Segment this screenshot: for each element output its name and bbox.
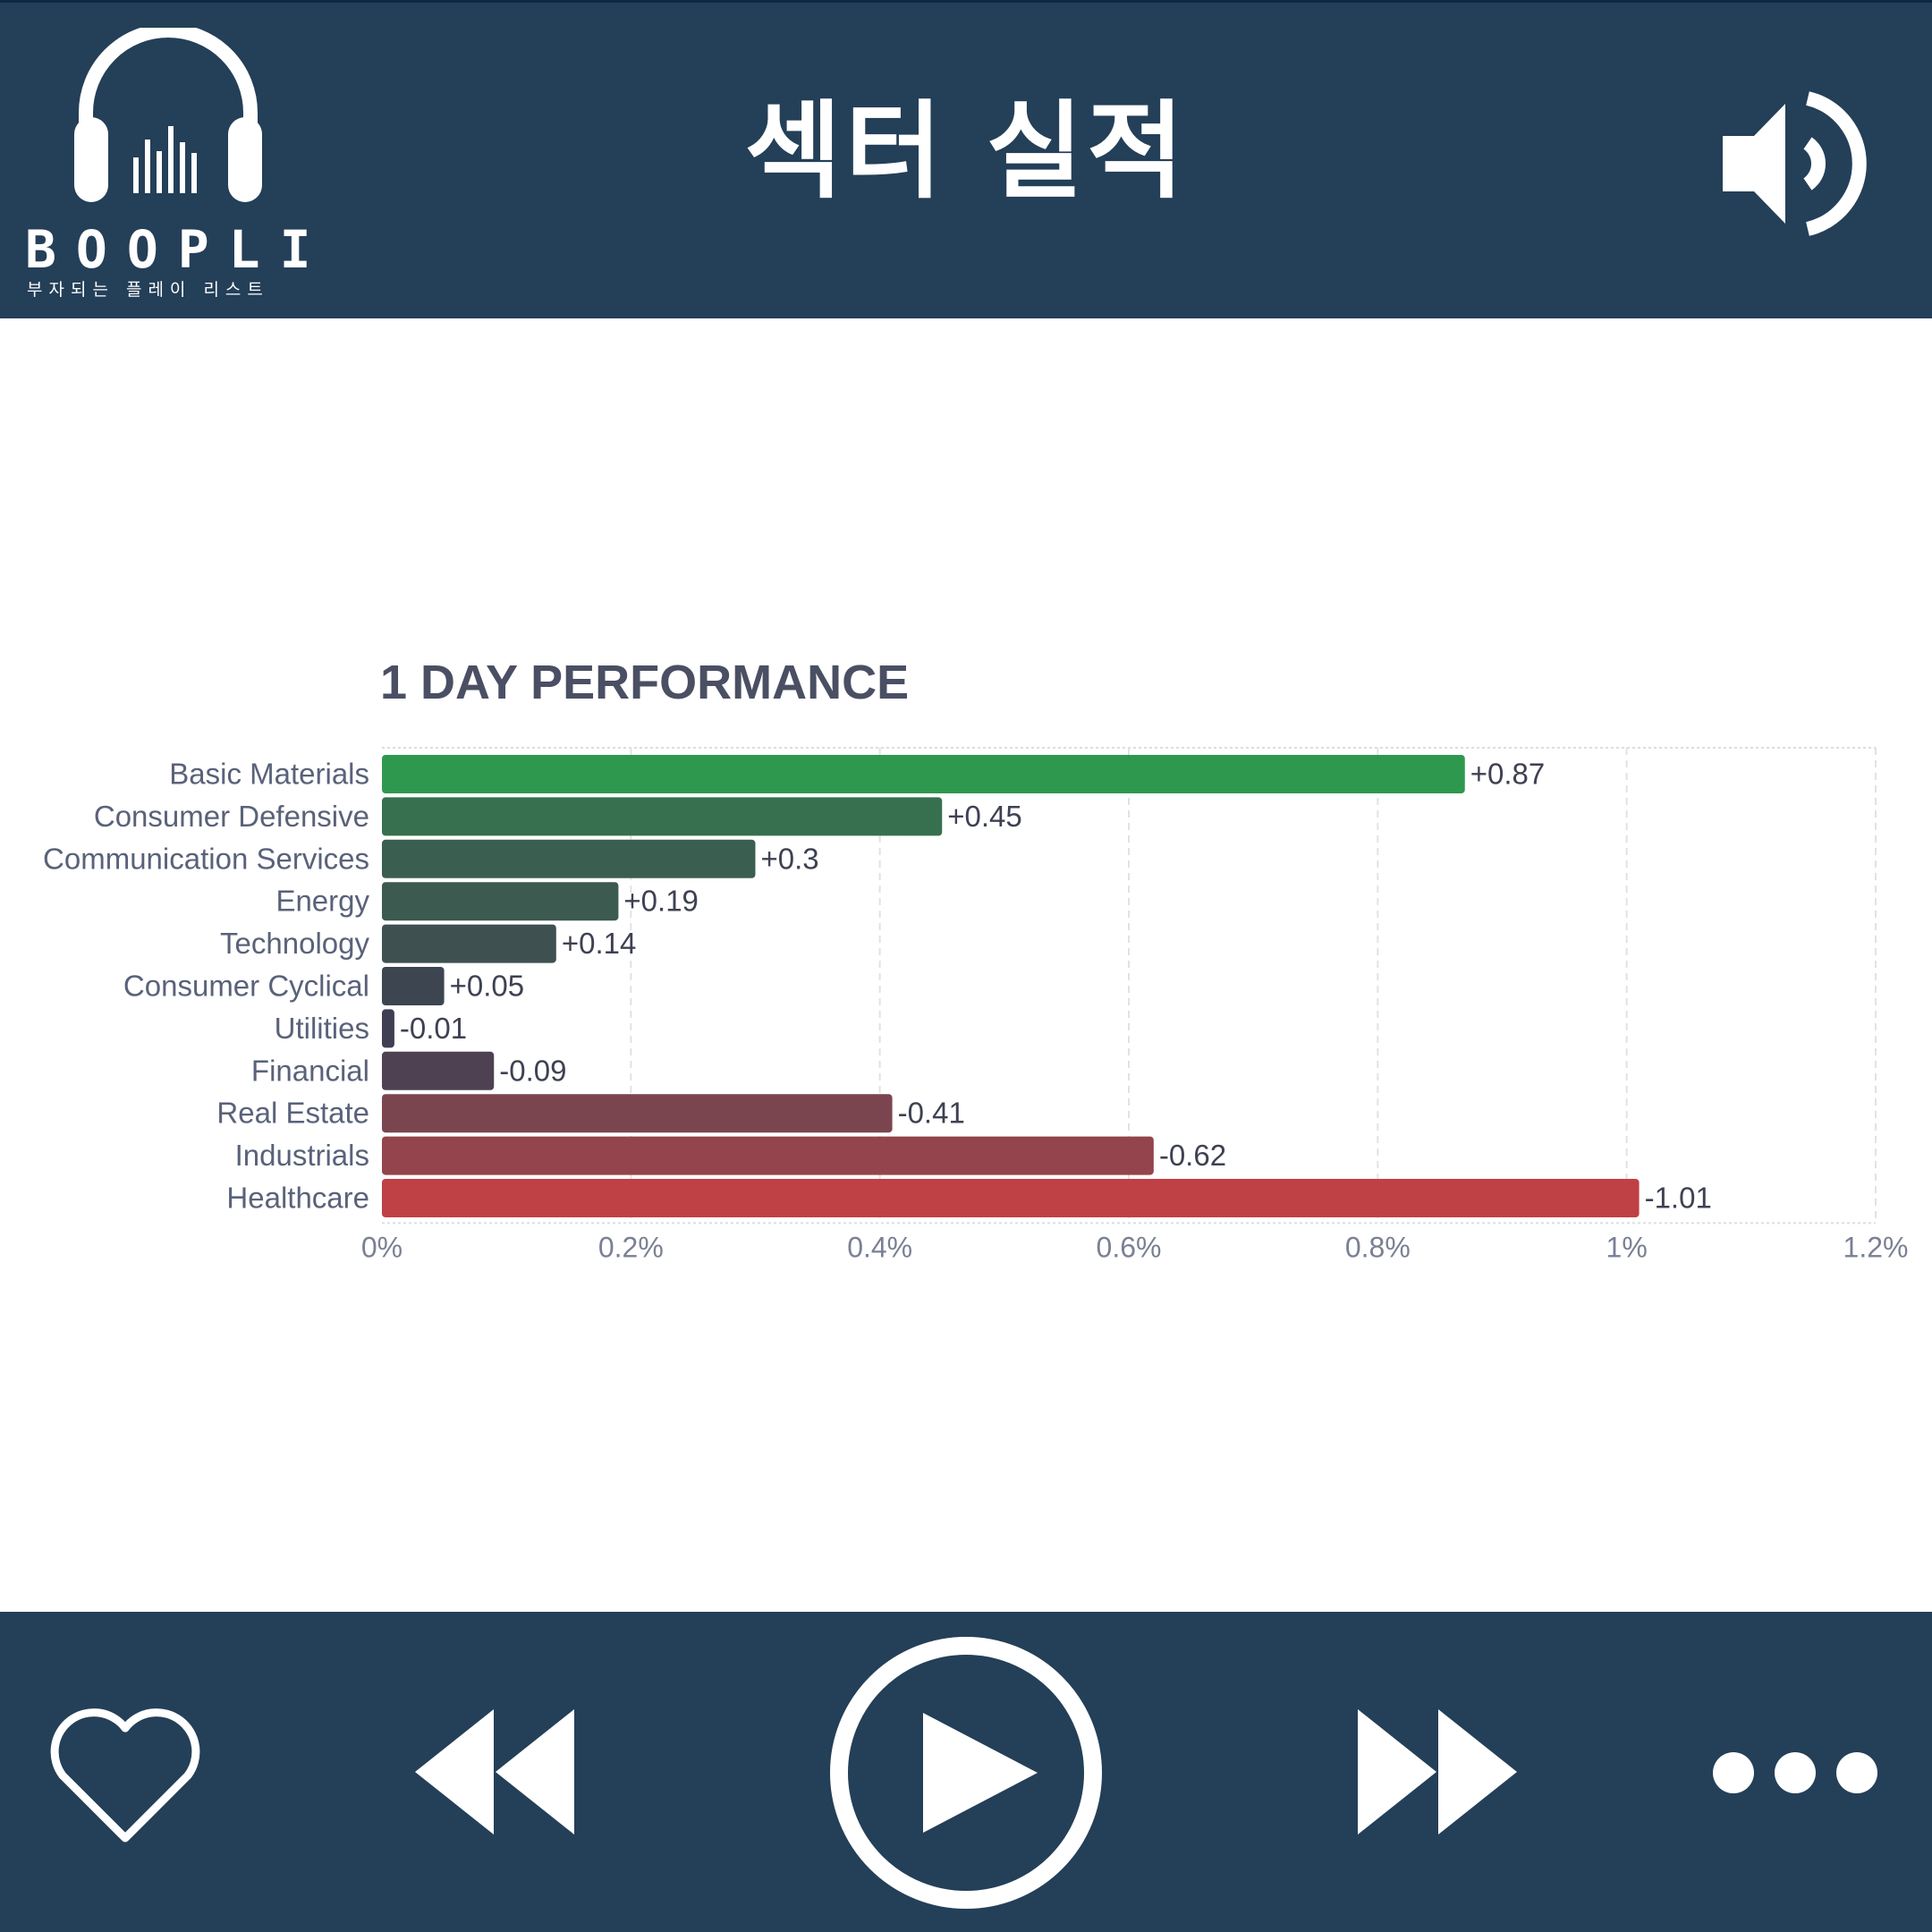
x-tick-label: 0.2% bbox=[598, 1231, 664, 1263]
heart-icon[interactable] bbox=[49, 1706, 201, 1844]
category-label: Utilities bbox=[275, 1012, 369, 1045]
bar bbox=[382, 839, 756, 878]
bar bbox=[382, 797, 943, 836]
page-title: 섹터 실적 bbox=[744, 89, 1188, 213]
headphones-icon bbox=[74, 28, 262, 202]
bar bbox=[382, 1094, 893, 1133]
category-label: Basic Materials bbox=[169, 758, 369, 791]
data-label: -1.01 bbox=[1645, 1182, 1712, 1215]
category-label: Healthcare bbox=[226, 1182, 369, 1215]
data-label: +0.3 bbox=[761, 842, 819, 875]
data-label: +0.05 bbox=[450, 970, 525, 1003]
bar bbox=[382, 882, 619, 921]
header: BOOPLI 부자되는 플레이 리스트 섹터 실적 bbox=[0, 0, 1932, 318]
x-tick-label: 1% bbox=[1606, 1231, 1648, 1263]
play-icon[interactable] bbox=[827, 1634, 1105, 1911]
category-label: Technology bbox=[220, 927, 369, 960]
category-label: Consumer Defensive bbox=[94, 800, 369, 833]
brand-name: BOOPLI bbox=[25, 219, 331, 280]
category-label: Communication Services bbox=[43, 842, 369, 875]
bar bbox=[382, 1009, 394, 1048]
data-label: -0.01 bbox=[400, 1012, 467, 1045]
category-label: Real Estate bbox=[216, 1097, 369, 1130]
data-label: +0.45 bbox=[947, 800, 1022, 833]
category-label: Energy bbox=[275, 885, 369, 918]
data-label: -0.41 bbox=[898, 1097, 965, 1130]
player-controls bbox=[0, 1612, 1932, 1932]
brand-subtitle: 부자되는 플레이 리스트 bbox=[27, 280, 269, 300]
bar bbox=[382, 1051, 495, 1090]
bar bbox=[382, 924, 556, 963]
bar bbox=[382, 967, 445, 1005]
bar bbox=[382, 1136, 1154, 1175]
x-tick-label: 0% bbox=[361, 1231, 402, 1263]
data-label: +0.14 bbox=[562, 927, 637, 960]
x-tick-label: 0.4% bbox=[847, 1231, 912, 1263]
bar bbox=[382, 755, 1465, 793]
data-label: -0.62 bbox=[1159, 1139, 1226, 1172]
category-label: Consumer Cyclical bbox=[123, 970, 369, 1003]
rewind-icon[interactable] bbox=[415, 1709, 574, 1835]
x-tick-label: 1.2% bbox=[1843, 1231, 1909, 1263]
fast-forward-icon[interactable] bbox=[1358, 1709, 1517, 1835]
chart-title: 1 DAY PERFORMANCE bbox=[380, 656, 910, 709]
data-label: +0.19 bbox=[623, 885, 699, 918]
speaker-icon[interactable] bbox=[1723, 91, 1870, 236]
category-label: Industrials bbox=[235, 1139, 369, 1172]
data-label: +0.87 bbox=[1470, 758, 1546, 791]
bar-chart: 0% 0.2% 0.4% 0.6% 0.8% 1% 1.2% Basic Materials +… bbox=[43, 747, 1909, 1263]
category-label: Financial bbox=[251, 1054, 369, 1087]
data-label: -0.09 bbox=[499, 1054, 566, 1087]
bar bbox=[382, 1179, 1640, 1217]
x-tick-label: 0.8% bbox=[1345, 1231, 1411, 1263]
x-tick-label: 0.6% bbox=[1097, 1231, 1162, 1263]
more-icon[interactable] bbox=[1710, 1750, 1880, 1795]
